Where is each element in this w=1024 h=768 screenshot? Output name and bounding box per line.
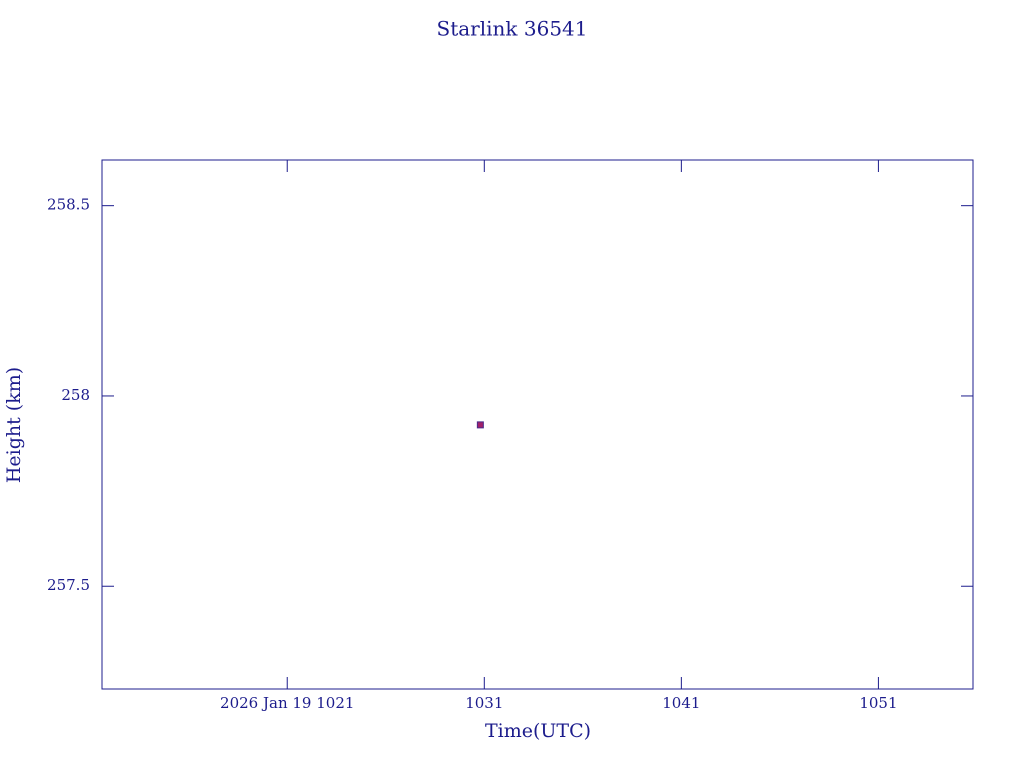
y-tick-label: 258 (61, 386, 90, 404)
x-tick-label: 1051 (859, 694, 897, 712)
x-tick-label: 2026 Jan 19 1021 (220, 694, 354, 712)
y-axis-label: Height (km) (3, 367, 25, 483)
x-axis-label: Time(UTC) (485, 720, 591, 742)
x-tick-label: 1041 (662, 694, 700, 712)
plot-frame (101, 159, 974, 690)
y-tick-label: 258.5 (47, 196, 90, 214)
y-tick-label: 257.5 (47, 576, 90, 594)
x-tick-label: 1031 (465, 694, 503, 712)
data-point (476, 421, 484, 429)
chart-title: Starlink 36541 (437, 17, 588, 41)
